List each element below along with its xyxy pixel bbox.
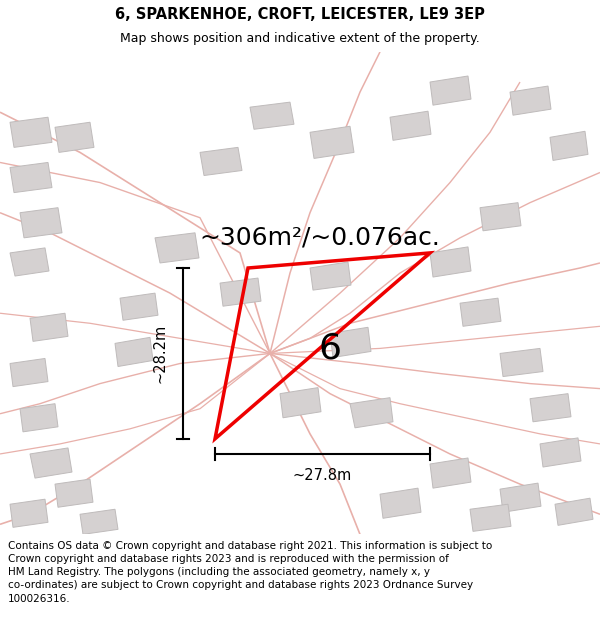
Polygon shape (155, 232, 199, 263)
Polygon shape (220, 278, 261, 306)
Polygon shape (20, 208, 62, 238)
Polygon shape (530, 394, 571, 422)
Polygon shape (540, 438, 581, 467)
Polygon shape (500, 348, 543, 376)
Polygon shape (350, 398, 393, 428)
Polygon shape (480, 202, 521, 231)
Text: ~28.2m: ~28.2m (153, 324, 168, 383)
Text: 6, SPARKENHOE, CROFT, LEICESTER, LE9 3EP: 6, SPARKENHOE, CROFT, LEICESTER, LE9 3EP (115, 7, 485, 22)
Polygon shape (555, 498, 593, 526)
Polygon shape (80, 509, 118, 534)
Polygon shape (10, 248, 49, 276)
Text: ~306m²/~0.076ac.: ~306m²/~0.076ac. (200, 226, 440, 250)
Polygon shape (310, 126, 354, 158)
Polygon shape (30, 448, 72, 478)
Polygon shape (460, 298, 501, 326)
Polygon shape (120, 293, 158, 320)
Text: Map shows position and indicative extent of the property.: Map shows position and indicative extent… (120, 32, 480, 46)
Polygon shape (550, 131, 588, 161)
Polygon shape (430, 247, 471, 277)
Polygon shape (10, 162, 52, 192)
Polygon shape (500, 483, 541, 512)
Polygon shape (430, 76, 471, 105)
Polygon shape (280, 388, 321, 418)
Polygon shape (10, 499, 48, 528)
Polygon shape (310, 262, 351, 290)
Polygon shape (200, 148, 242, 176)
Text: 6: 6 (319, 331, 341, 366)
Text: ~27.8m: ~27.8m (293, 468, 352, 483)
Polygon shape (115, 338, 153, 366)
Polygon shape (330, 328, 371, 357)
Polygon shape (430, 458, 471, 488)
Polygon shape (20, 404, 58, 432)
Polygon shape (510, 86, 551, 115)
Text: Contains OS data © Crown copyright and database right 2021. This information is : Contains OS data © Crown copyright and d… (8, 541, 492, 604)
Polygon shape (10, 359, 48, 387)
Polygon shape (55, 122, 94, 152)
Polygon shape (55, 479, 93, 508)
Polygon shape (10, 118, 52, 148)
Polygon shape (470, 504, 511, 531)
Polygon shape (380, 488, 421, 518)
Polygon shape (250, 102, 294, 129)
Polygon shape (390, 111, 431, 141)
Polygon shape (30, 313, 68, 341)
